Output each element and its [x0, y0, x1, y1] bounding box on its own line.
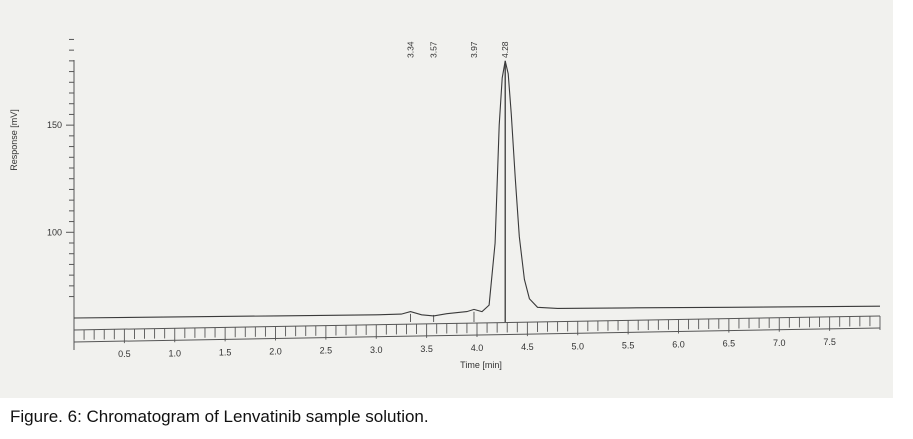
y-axis-title: Response [mV]: [9, 109, 19, 171]
x-tick-label: 2.0: [269, 347, 282, 357]
y-tick-label: 150: [47, 120, 62, 130]
x-tick-label: 7.5: [823, 337, 836, 347]
x-tick-label: 5.5: [622, 340, 635, 350]
x-tick-label: 1.5: [219, 347, 232, 357]
x-tick-label: 7.0: [773, 338, 786, 348]
chromatogram-trace: [73, 60, 881, 319]
chromatogram-chart: 100 150 Response [mV] 0.5 1.0 1.5 2.0 2.5 3.0 3.…: [9, 38, 881, 370]
figure-caption: Figure. 6: Chromatogram of Lenvatinib sa…: [10, 407, 429, 426]
x-tick-label: 6.5: [723, 339, 736, 349]
x-tick-label: 0.5: [118, 349, 131, 359]
x-tick-label: 2.5: [320, 346, 333, 356]
x-tick-label: 4.0: [471, 343, 484, 353]
x-tick-label: 3.5: [420, 344, 433, 354]
x-tick-label: 3.0: [370, 345, 383, 355]
x-tick-label: 4.5: [521, 342, 534, 352]
figure-panel: 100 150 Response [mV] 0.5 1.0 1.5 2.0 2.5 3.0 3.…: [0, 0, 893, 398]
x-tick-label: 1.0: [168, 348, 181, 358]
peak-label: 3.57: [429, 41, 439, 58]
y-tick-label: 100: [47, 227, 62, 237]
peak-label: 3.97: [469, 41, 479, 58]
x-tick-label: 6.0: [672, 340, 685, 350]
x-tick-label: 5.0: [571, 341, 584, 351]
peak-label: 3.34: [406, 41, 416, 58]
peak-label: 4.28: [500, 41, 510, 58]
x-axis-title: Time [min]: [460, 360, 502, 370]
